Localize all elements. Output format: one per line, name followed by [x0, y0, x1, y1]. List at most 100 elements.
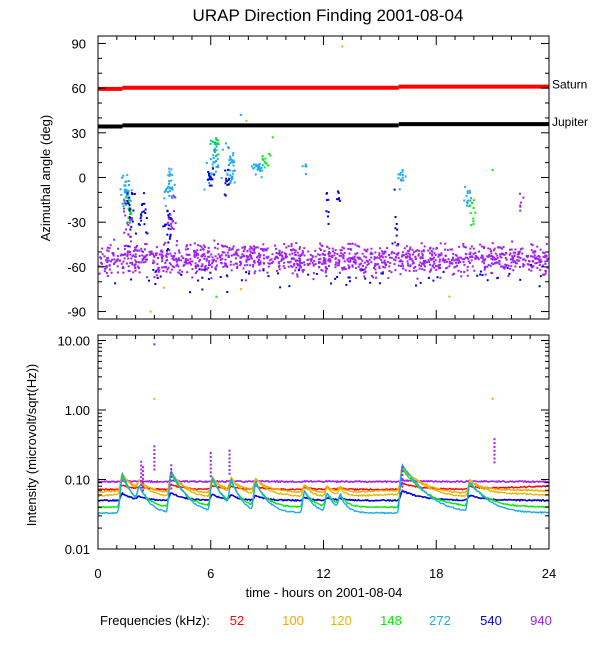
top-data-point	[421, 268, 424, 271]
top-data-point	[269, 154, 272, 157]
top-data-point	[158, 253, 161, 256]
intensity-spike-point	[493, 438, 496, 441]
top-data-point	[424, 265, 427, 268]
top-data-point	[170, 222, 173, 225]
top-data-point	[481, 245, 484, 248]
top-data-point	[456, 259, 459, 262]
top-data-point	[503, 253, 506, 256]
top-data-point	[539, 261, 542, 264]
reference-label-saturn: Saturn	[552, 78, 587, 92]
top-data-point	[185, 245, 188, 248]
top-data-point	[99, 256, 102, 259]
intensity-spike-point	[170, 479, 173, 482]
top-data-point	[365, 256, 368, 259]
top-data-point	[327, 259, 330, 262]
top-data-point	[197, 253, 200, 256]
top-data-point	[370, 247, 373, 250]
top-data-point	[422, 262, 425, 265]
top-data-point	[365, 266, 368, 269]
top-data-point	[143, 223, 146, 226]
top-data-point	[348, 256, 351, 259]
top-data-point	[109, 260, 112, 263]
top-data-point	[349, 248, 352, 251]
top-data-point	[338, 271, 341, 274]
top-data-point	[487, 247, 490, 250]
top-data-point	[467, 260, 470, 263]
top-data-point	[306, 263, 309, 266]
top-data-point	[464, 185, 467, 188]
top-data-point	[540, 260, 543, 263]
top-data-point	[242, 250, 245, 253]
top-data-point	[258, 252, 261, 255]
top-data-point	[488, 253, 491, 256]
intensity-spike-point	[228, 457, 231, 460]
top-data-point	[395, 223, 398, 226]
top-data-point	[130, 240, 133, 243]
top-data-point	[544, 254, 547, 257]
top-panel-frame	[97, 35, 550, 320]
top-data-point	[101, 253, 104, 256]
top-data-point	[262, 158, 265, 161]
top-data-point	[127, 257, 130, 260]
top-data-point	[530, 243, 533, 246]
top-data-point	[505, 264, 508, 267]
top-data-point	[399, 265, 402, 268]
top-data-point	[232, 245, 235, 248]
top-data-point	[281, 255, 284, 258]
top-data-point	[213, 239, 216, 242]
top-data-point	[100, 262, 103, 265]
top-data-point	[168, 167, 171, 170]
top-data-point	[294, 269, 297, 272]
top-data-point	[122, 271, 125, 274]
top-data-point	[162, 243, 165, 246]
top-data-point	[291, 265, 294, 268]
top-data-point	[321, 269, 324, 272]
top-data-point	[130, 189, 133, 192]
top-data-point	[225, 274, 228, 277]
top-data-point	[472, 199, 475, 202]
top-data-point	[243, 245, 246, 248]
top-data-point	[141, 250, 144, 253]
top-data-point	[491, 242, 494, 245]
top-ylabel: Azimuthal angle (deg)	[38, 115, 53, 241]
top-data-point	[145, 254, 148, 257]
top-data-point	[232, 159, 235, 162]
top-data-point	[176, 258, 179, 261]
top-data-point	[536, 266, 539, 269]
top-data-point	[124, 191, 127, 194]
top-data-point	[447, 258, 450, 261]
top-data-point	[292, 257, 295, 260]
top-data-point	[399, 273, 402, 276]
top-data-point	[338, 260, 341, 263]
top-data-point	[259, 247, 262, 250]
top-y-tick-label: -90	[67, 305, 86, 320]
top-data-point	[319, 261, 322, 264]
top-data-point	[141, 254, 144, 257]
top-data-point	[154, 283, 157, 286]
top-data-point	[226, 275, 229, 278]
top-data-point	[125, 188, 128, 191]
top-data-point	[277, 272, 280, 275]
top-data-point	[162, 225, 165, 228]
top-data-point	[202, 244, 205, 247]
top-data-point	[126, 199, 129, 202]
top-data-point	[284, 256, 287, 259]
top-data-point	[511, 256, 514, 259]
top-data-point	[309, 258, 312, 261]
top-data-point	[167, 214, 170, 217]
top-data-point	[357, 257, 360, 260]
top-data-point	[418, 264, 421, 267]
top-data-point	[435, 264, 438, 267]
top-data-point	[193, 251, 196, 254]
top-data-point	[210, 172, 213, 175]
top-data-point	[263, 257, 266, 260]
top-data-point	[458, 256, 461, 259]
top-data-point	[530, 269, 533, 272]
top-data-point	[114, 261, 117, 264]
top-outlier-point	[245, 119, 248, 122]
top-data-point	[224, 262, 227, 265]
top-data-point	[186, 258, 189, 261]
top-data-point	[170, 179, 173, 182]
top-data-point	[244, 279, 247, 282]
top-data-point	[401, 251, 404, 254]
